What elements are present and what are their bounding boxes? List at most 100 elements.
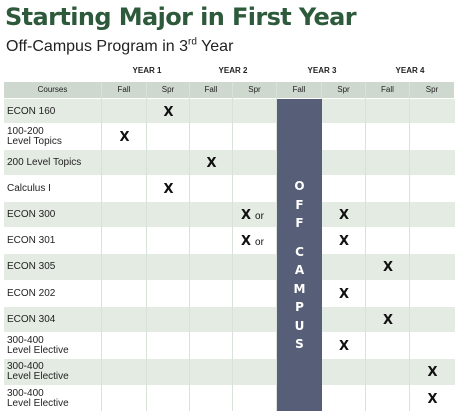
off-campus-letter: F <box>295 197 304 212</box>
column-header-semester: Fall <box>102 82 147 98</box>
x-mark: X <box>339 339 350 354</box>
course-mark: X <box>207 157 217 171</box>
course-name-line: ECON 304 <box>7 313 56 325</box>
course-name-line: ECON 305 <box>7 260 56 272</box>
x-mark: X <box>383 313 394 328</box>
page-title: Starting Major in First Year <box>5 3 357 31</box>
course-mark: X <box>120 131 130 145</box>
off-campus-letter: M <box>293 281 306 296</box>
table-row <box>4 99 455 123</box>
or-label: or <box>255 237 264 248</box>
column-header-semester: Spr <box>233 82 277 98</box>
course-mark: X <box>383 314 393 328</box>
column-divider <box>365 82 366 411</box>
x-mark: X <box>119 130 130 145</box>
column-divider <box>101 82 102 411</box>
course-name-line: 100-200 <box>7 125 44 137</box>
course-name: ECON 305 <box>7 254 117 279</box>
x-mark: X <box>427 365 438 380</box>
off-campus-letter: F <box>295 216 304 230</box>
column-header-courses: Courses <box>4 82 102 98</box>
course-mark: X <box>164 183 174 197</box>
course-mark: X <box>428 393 438 407</box>
or-label: or <box>255 211 264 222</box>
course-mark: X <box>339 209 349 223</box>
table-row <box>4 254 455 280</box>
column-divider <box>189 82 190 411</box>
course-name: ECON 301 <box>7 228 117 253</box>
x-mark: X <box>241 208 252 223</box>
table-row <box>4 202 455 227</box>
course-name: ECON 304 <box>7 307 117 332</box>
course-name-line: 300-400 <box>7 387 44 399</box>
course-name: 300-400 Level Elective <box>7 333 117 358</box>
table-row <box>4 124 455 149</box>
course-mark: X <box>383 261 393 275</box>
course-name: 100-200 Level Topics <box>7 124 117 149</box>
column-divider <box>276 82 277 411</box>
column-header-semester: Spr <box>322 82 366 98</box>
year-header: YEAR 4 <box>395 66 425 75</box>
off-campus-letter: C <box>295 244 304 259</box>
x-mark: X <box>241 234 252 249</box>
column-header-semester: Fall <box>366 82 410 98</box>
course-name: 300-400 Level Elective <box>7 359 117 384</box>
year-header: YEAR 2 <box>218 66 248 75</box>
course-name: ECON 160 <box>7 99 117 124</box>
course-name-line: Calculus I <box>7 182 51 194</box>
off-campus-gap <box>277 233 322 243</box>
off-campus-letter: U <box>294 318 305 333</box>
x-mark: X <box>339 287 350 302</box>
subtitle-tail: Year <box>196 38 234 55</box>
course-name: 200 Level Topics <box>7 150 117 175</box>
x-mark: X <box>163 105 174 120</box>
course-name-line: ECON 300 <box>7 208 56 220</box>
table-row <box>4 359 455 385</box>
course-mark: X <box>339 235 349 249</box>
page-subtitle: Off-Campus Program in 3rd Year <box>6 37 233 57</box>
course-name: ECON 300 <box>7 202 117 227</box>
course-name-line: Level Topics <box>7 135 62 147</box>
course-name: Calculus I <box>7 176 117 201</box>
x-mark: X <box>383 260 394 275</box>
off-campus-letter: P <box>295 300 304 314</box>
table-row <box>4 281 455 306</box>
column-divider <box>409 82 410 411</box>
x-mark: X <box>339 234 350 249</box>
x-mark: X <box>163 182 174 197</box>
course-name-line: ECON 301 <box>7 234 56 246</box>
off-campus-letter: S <box>295 337 304 351</box>
table-row <box>4 150 455 175</box>
course-mark: X <box>164 106 174 120</box>
x-mark: X <box>206 156 217 171</box>
course-name: ECON 202 <box>7 281 117 306</box>
x-mark: X <box>427 392 438 407</box>
subtitle-superscript: rd <box>188 36 197 48</box>
course-name-line: ECON 160 <box>7 105 56 117</box>
year-header: YEAR 3 <box>307 66 337 75</box>
course-name-line: ECON 202 <box>7 287 56 299</box>
table-row <box>4 386 455 411</box>
column-divider <box>146 82 147 411</box>
course-name-line: 200 Level Topics <box>7 156 82 168</box>
course-mark: X <box>339 288 349 302</box>
course-name-line: 300-400 <box>7 360 44 372</box>
column-divider <box>232 82 233 411</box>
off-campus-letter: O <box>294 179 305 193</box>
course-mark: X <box>339 340 349 354</box>
column-header-semester: Fall <box>190 82 233 98</box>
year-header: YEAR 1 <box>132 66 162 75</box>
table-row <box>4 176 455 201</box>
off-campus-letter: A <box>294 263 305 277</box>
course-name: 300-400 Level Elective <box>7 386 117 411</box>
course-name-line: Level Elective <box>7 344 69 356</box>
course-name-line: Level Elective <box>7 397 69 409</box>
table-row <box>4 333 455 358</box>
x-mark: X <box>339 208 350 223</box>
column-header-semester: Spr <box>147 82 190 98</box>
table-row <box>4 228 455 253</box>
column-header-semester: Spr <box>410 82 455 98</box>
